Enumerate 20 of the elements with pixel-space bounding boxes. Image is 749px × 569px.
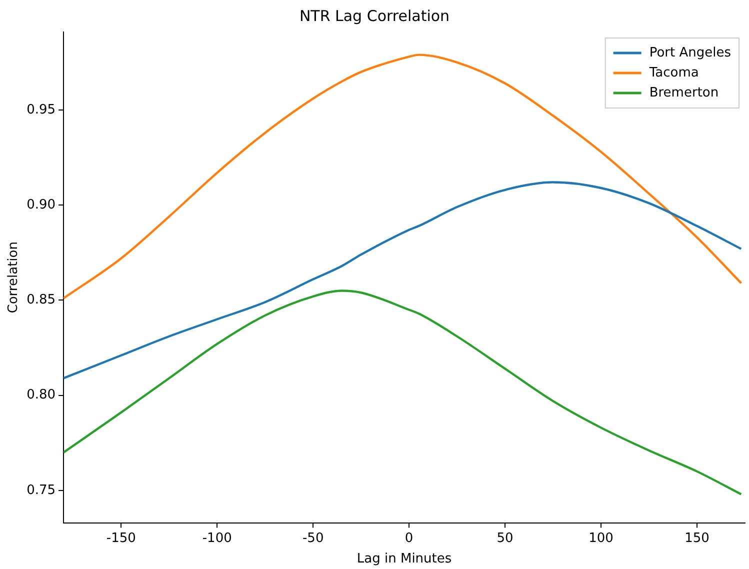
legend-label: Tacoma — [648, 65, 699, 80]
y-tick-label: 0.75 — [26, 482, 56, 498]
y-tick-label: 0.95 — [26, 102, 56, 118]
y-tick-label: 0.90 — [26, 197, 56, 212]
y-tick-label: 0.80 — [26, 388, 56, 403]
x-tick-label: 0 — [404, 530, 414, 546]
line-series — [64, 290, 742, 496]
x-tick-label: 100 — [588, 530, 614, 546]
legend-label: Bremerton — [649, 85, 719, 100]
x-tick-label: -150 — [106, 530, 136, 546]
y-axis-title: Correlation — [6, 242, 22, 314]
x-tick-label: 150 — [684, 530, 710, 546]
x-tick-label: 50 — [496, 530, 514, 546]
y-tick-label: 0.85 — [26, 292, 56, 308]
x-tick-label: -50 — [302, 530, 324, 546]
line-series — [64, 181, 742, 380]
x-axis-title: Lag in Minutes — [356, 552, 452, 567]
chart-title: NTR Lag Correlation — [299, 6, 450, 25]
legend-label: Port Angeles — [649, 45, 732, 60]
x-tick-label: -100 — [202, 530, 232, 546]
